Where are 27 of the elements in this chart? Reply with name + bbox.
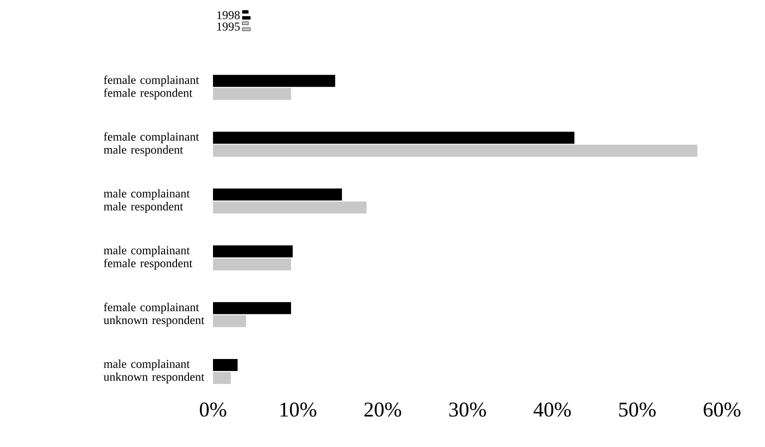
- bar: [213, 132, 574, 144]
- x-tick-label: 10%: [280, 402, 316, 417]
- y-tick-label: female complainant female respondent: [104, 75, 200, 100]
- x-tick-label: 60%: [704, 402, 740, 417]
- y-tick-label: male complainant male respondent: [104, 189, 190, 213]
- bar: [213, 88, 292, 100]
- legend-label: 1995: [217, 22, 240, 31]
- bar: [213, 315, 246, 328]
- x-tick-label: 0%: [200, 402, 226, 417]
- x-tick-label: 40%: [534, 402, 571, 417]
- bar: [213, 202, 367, 214]
- bar: [213, 144, 698, 157]
- bar: [213, 188, 342, 201]
- bar: [213, 258, 292, 270]
- bar: [213, 358, 238, 371]
- x-tick-label: 50%: [619, 402, 656, 417]
- y-tick-label: male complainant female respondent: [104, 246, 192, 270]
- bar: [213, 302, 292, 314]
- bar: [213, 245, 293, 258]
- x-tick-label: 30%: [449, 402, 486, 417]
- bar: [213, 372, 231, 384]
- y-tick-label: female complainant male respondent: [104, 132, 200, 156]
- y-tick-label: male complainant unknown respondent: [104, 360, 204, 384]
- y-tick-label: female complainant unknown respondent: [104, 302, 204, 327]
- x-tick-label: 20%: [364, 402, 402, 417]
- legend-label: 1998: [217, 11, 240, 20]
- bar: [213, 74, 336, 87]
